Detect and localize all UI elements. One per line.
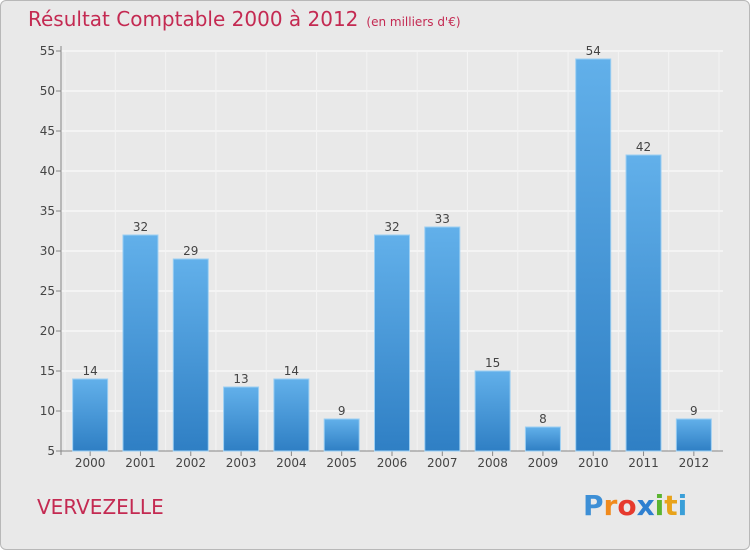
data-label-2001: 32 — [133, 220, 148, 234]
y-tick-label: 15 — [40, 364, 55, 378]
logo-letter: P — [583, 489, 604, 522]
data-label-2011: 42 — [636, 140, 651, 154]
y-tick-label: 40 — [40, 164, 55, 178]
bar-2007 — [424, 226, 461, 452]
data-label-2006: 32 — [384, 220, 399, 234]
bar-2000 — [72, 378, 109, 452]
title-unit: (en milliers d'€) — [366, 15, 461, 29]
x-tick-label-2006: 2006 — [377, 456, 408, 470]
y-tick-label: 45 — [40, 124, 55, 138]
data-labels: 14 32 29 13 14 9 32 33 15 8 54 42 9 — [83, 44, 698, 426]
bar-2008 — [474, 370, 511, 452]
data-label-2002: 29 — [183, 244, 198, 258]
logo-letter: o — [617, 489, 637, 522]
x-tick-label-2005: 2005 — [326, 456, 357, 470]
bar-2011 — [625, 154, 662, 452]
y-tick-label: 25 — [40, 284, 55, 298]
x-tick-label-2010: 2010 — [578, 456, 609, 470]
x-tick-label-2007: 2007 — [427, 456, 458, 470]
x-tick-label-2011: 2011 — [628, 456, 659, 470]
data-label-2000: 14 — [83, 364, 98, 378]
axes: 5 10 15 20 25 30 35 40 45 50 55 2000 2001 2002 2003 200… — [40, 44, 723, 470]
bar-2002 — [172, 258, 209, 452]
proxiti-logo: Proxiti — [583, 489, 687, 522]
data-label-2012: 9 — [690, 404, 698, 418]
data-label-2010: 54 — [586, 44, 601, 58]
data-label-2004: 14 — [284, 364, 299, 378]
y-tick-label: 55 — [40, 44, 55, 58]
x-tick-label-2003: 2003 — [226, 456, 257, 470]
bar-2012 — [675, 418, 712, 452]
x-tick-label-2001: 2001 — [125, 456, 156, 470]
bar-2006 — [374, 234, 410, 452]
x-tick-label-2002: 2002 — [175, 456, 206, 470]
x-tick-label-2004: 2004 — [276, 456, 307, 470]
bar-2003 — [223, 386, 260, 452]
bar-2009 — [524, 426, 561, 452]
y-tick-label: 50 — [40, 84, 55, 98]
x-tick-label-2000: 2000 — [75, 456, 106, 470]
x-tick-label-2012: 2012 — [679, 456, 710, 470]
logo-letter: x — [636, 489, 655, 522]
bar-2010 — [575, 58, 612, 452]
data-label-2007: 33 — [435, 212, 450, 226]
bar-2001 — [122, 234, 159, 452]
data-label-2005: 9 — [338, 404, 346, 418]
y-tick-label: 5 — [47, 444, 55, 458]
data-label-2008: 15 — [485, 356, 500, 370]
title-text: Résultat Comptable 2000 à 2012 — [28, 7, 359, 31]
x-tick-label-2008: 2008 — [477, 456, 508, 470]
bar-2004 — [273, 378, 310, 452]
y-tick-label: 20 — [40, 324, 55, 338]
y-tick-label: 10 — [40, 404, 55, 418]
y-tick-label: 30 — [40, 244, 55, 258]
logo-letter: i — [654, 489, 665, 522]
bars — [72, 58, 712, 452]
logo-letter: i — [677, 489, 688, 522]
logo-letter: r — [603, 489, 618, 522]
logo-letter: t — [664, 489, 678, 522]
data-label-2003: 13 — [233, 372, 248, 386]
bar-2005 — [323, 418, 360, 452]
chart-title: Résultat Comptable 2000 à 2012 (en millie… — [28, 7, 461, 31]
data-label-2009: 8 — [539, 412, 547, 426]
commune-name: VERVEZELLE — [37, 495, 164, 519]
y-tick-label: 35 — [40, 204, 55, 218]
x-tick-label-2009: 2009 — [528, 456, 559, 470]
